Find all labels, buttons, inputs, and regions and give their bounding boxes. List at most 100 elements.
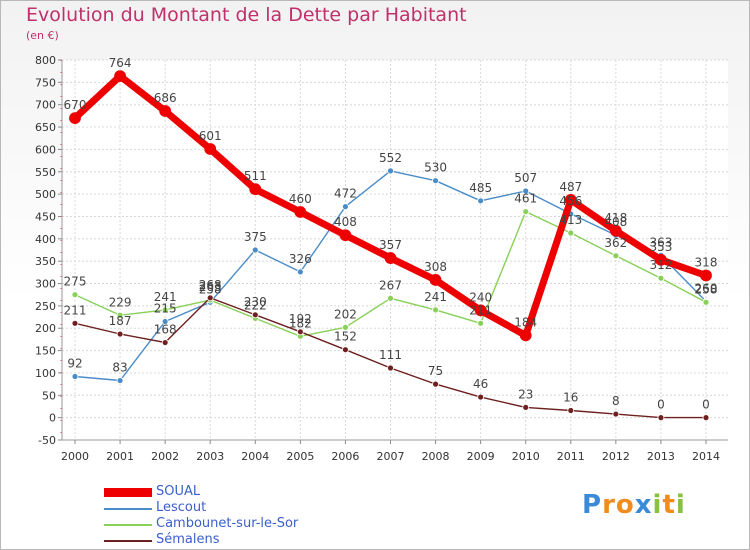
logo-letter: P — [582, 490, 603, 520]
chart-title: Evolution du Montant de la Dette par Hab… — [26, 4, 467, 26]
data-label-lescout: 408 — [604, 215, 627, 229]
y-tick-label: 350 — [35, 255, 56, 268]
data-point-cambounet-sur-le-sor — [71, 291, 79, 299]
data-label-s-malens: 268 — [199, 278, 222, 292]
legend: SOUAL Lescout Cambounet-sur-le-Sor Sémalens — [104, 484, 404, 548]
legend-item-lescout: Lescout — [104, 500, 404, 516]
legend-item-soual: SOUAL — [104, 484, 404, 500]
data-point-lescout — [522, 187, 530, 195]
logo-letter: x — [634, 490, 653, 520]
x-tick-label: 2001 — [106, 450, 134, 463]
data-point-soual — [564, 194, 577, 206]
data-point-lescout — [71, 373, 79, 380]
data-label-lescout: 92 — [67, 357, 82, 371]
data-label-cambounet-sur-le-sor: 267 — [379, 278, 402, 292]
data-point-s-malens — [387, 364, 394, 372]
data-point-cambounet-sur-le-sor — [342, 323, 349, 331]
data-label-s-malens: 23 — [518, 387, 533, 401]
data-label-cambounet-sur-le-sor: 461 — [514, 192, 537, 206]
x-tick-label: 2004 — [241, 450, 269, 463]
data-point-soual — [655, 253, 667, 266]
data-point-lescout — [432, 177, 439, 185]
data-label-s-malens: 0 — [702, 398, 710, 412]
x-tick-label: 2008 — [422, 450, 450, 463]
data-label-soual: 353 — [649, 240, 672, 254]
legend-label-cambounet-sur-le-sor: Cambounet-sur-le-Sor — [156, 516, 299, 531]
data-label-soual: 357 — [379, 238, 402, 252]
data-label-lescout: 326 — [289, 252, 312, 266]
data-point-s-malens — [702, 414, 710, 422]
data-point-s-malens — [567, 407, 575, 414]
x-tick-label: 2006 — [331, 450, 359, 463]
data-point-s-malens — [342, 346, 349, 354]
data-label-s-malens: 192 — [289, 312, 312, 326]
data-point-soual — [69, 112, 81, 125]
y-tick-label: 300 — [35, 278, 56, 291]
data-point-soual — [519, 329, 532, 342]
data-point-cambounet-sur-le-sor — [612, 252, 620, 260]
data-label-soual: 511 — [244, 169, 267, 183]
data-label-soual: 318 — [695, 255, 718, 269]
data-point-lescout — [387, 167, 394, 175]
data-label-cambounet-sur-le-sor: 211 — [469, 303, 492, 317]
data-point-soual — [384, 252, 397, 264]
data-point-cambounet-sur-le-sor — [657, 274, 665, 282]
x-tick-label: 2009 — [467, 450, 495, 463]
data-point-soual — [294, 206, 307, 218]
y-tick-label: 700 — [35, 99, 56, 112]
data-label-s-malens: 75 — [428, 364, 443, 378]
data-label-s-malens: 230 — [244, 295, 267, 309]
y-tick-label: 0 — [49, 412, 56, 425]
y-tick-label: 200 — [35, 322, 56, 335]
data-point-s-malens — [612, 410, 620, 418]
legend-item-cambounet-sur-le-sor: Cambounet-sur-le-Sor — [104, 516, 404, 532]
y-tick-label: 800 — [35, 54, 56, 67]
data-point-s-malens — [161, 339, 169, 346]
data-label-cambounet-sur-le-sor: 222 — [244, 298, 267, 312]
legend-label-s-malens: Sémalens — [156, 532, 220, 547]
data-label-s-malens: 111 — [379, 348, 402, 362]
data-label-s-malens: 168 — [154, 323, 177, 337]
data-point-lescout — [116, 377, 124, 384]
data-label-lescout: 83 — [112, 361, 127, 375]
y-tick-label: -50 — [38, 434, 56, 447]
logo-letter: r — [602, 490, 616, 520]
data-point-cambounet-sur-le-sor — [522, 208, 530, 215]
data-label-s-malens: 46 — [473, 377, 488, 391]
data-point-soual — [700, 269, 712, 282]
x-tick-label: 2000 — [61, 450, 89, 463]
legend-item-s-malens: Sémalens — [104, 532, 404, 548]
legend-swatch-s-malens — [104, 540, 152, 542]
data-label-cambounet-sur-le-sor: 182 — [289, 316, 312, 330]
data-label-cambounet-sur-le-sor: 241 — [154, 290, 177, 304]
data-label-s-malens: 211 — [64, 303, 87, 317]
data-label-lescout: 472 — [334, 187, 357, 201]
data-label-soual: 240 — [469, 290, 492, 304]
data-point-lescout — [161, 318, 169, 325]
data-point-soual — [429, 274, 442, 286]
data-label-lescout: 552 — [379, 151, 402, 165]
x-tick-label: 2011 — [557, 450, 585, 463]
data-label-lescout: 258 — [199, 282, 222, 296]
data-label-soual: 308 — [424, 260, 447, 274]
data-point-s-malens — [206, 294, 214, 302]
x-tick-label: 2002 — [151, 450, 179, 463]
y-tick-label: 750 — [35, 76, 56, 89]
data-point-cambounet-sur-le-sor — [702, 298, 710, 306]
data-label-cambounet-sur-le-sor: 275 — [64, 275, 87, 289]
data-point-soual — [159, 105, 172, 117]
data-label-soual: 460 — [289, 192, 312, 206]
data-point-lescout — [342, 203, 349, 211]
data-label-s-malens: 152 — [334, 330, 357, 344]
data-point-s-malens — [432, 380, 439, 388]
data-point-s-malens — [251, 311, 259, 319]
data-label-lescout: 215 — [154, 302, 177, 316]
y-tick-label: 50 — [42, 389, 56, 402]
logo-letter: t — [662, 490, 676, 520]
data-point-soual — [249, 183, 262, 196]
x-tick-label: 2007 — [377, 450, 405, 463]
data-point-s-malens — [296, 328, 304, 336]
data-point-lescout — [251, 246, 259, 254]
y-tick-label: 150 — [35, 345, 56, 358]
